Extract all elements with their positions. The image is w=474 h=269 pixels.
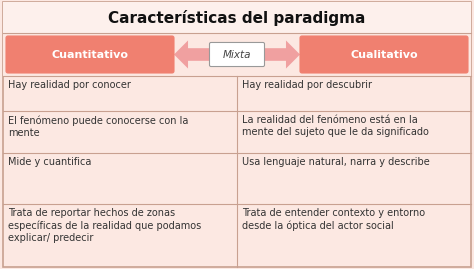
Text: Trata de reportar hechos de zonas
específicas de la realidad que podamos
explica: Trata de reportar hechos de zonas especí…: [8, 208, 201, 243]
Text: Mide y cuantifica: Mide y cuantifica: [8, 157, 91, 167]
FancyBboxPatch shape: [6, 36, 174, 73]
FancyBboxPatch shape: [300, 36, 468, 73]
Text: Cualitativo: Cualitativo: [350, 49, 418, 59]
Text: Hay realidad por descubrir: Hay realidad por descubrir: [242, 80, 372, 90]
Text: Usa lenguaje natural, narra y describe: Usa lenguaje natural, narra y describe: [242, 157, 430, 167]
Text: El fenómeno puede conocerse con la
mente: El fenómeno puede conocerse con la mente: [8, 115, 188, 138]
Text: Trata de entender contexto y entorno
desde la óptica del actor social: Trata de entender contexto y entorno des…: [242, 208, 425, 231]
Polygon shape: [174, 40, 300, 69]
FancyBboxPatch shape: [210, 43, 264, 66]
Text: Características del paradigma: Características del paradigma: [109, 9, 365, 26]
Text: Mixta: Mixta: [223, 49, 251, 59]
Bar: [3, 33, 471, 76]
Text: La realidad del fenómeno está en la
mente del sujeto que le da significado: La realidad del fenómeno está en la ment…: [242, 115, 429, 137]
Bar: [3, 2, 471, 33]
Text: Hay realidad por conocer: Hay realidad por conocer: [8, 80, 131, 90]
Text: Cuantitativo: Cuantitativo: [52, 49, 128, 59]
